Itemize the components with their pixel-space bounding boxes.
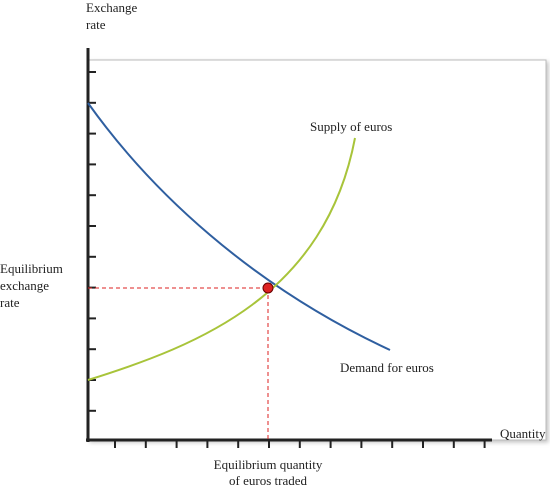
equilibrium-rate-label: Equilibrium [0,261,63,276]
x-axis-label: Quantity [500,426,546,441]
y-axis-label: rate [86,17,106,32]
demand-label: Demand for euros [340,360,434,375]
equilibrium-rate-label: rate [0,295,20,310]
y-axis-label: Exchange [86,0,137,15]
plot-area [87,59,547,441]
supply-curve [87,137,356,381]
equilibrium-quantity-label: Equilibrium quantity [214,457,323,472]
equilibrium-point [262,282,274,294]
demand-curve [87,102,391,351]
equilibrium-rate-label: exchange [0,278,49,293]
supply-label: Supply of euros [310,119,392,134]
equilibrium-quantity-label: of euros traded [229,473,307,488]
